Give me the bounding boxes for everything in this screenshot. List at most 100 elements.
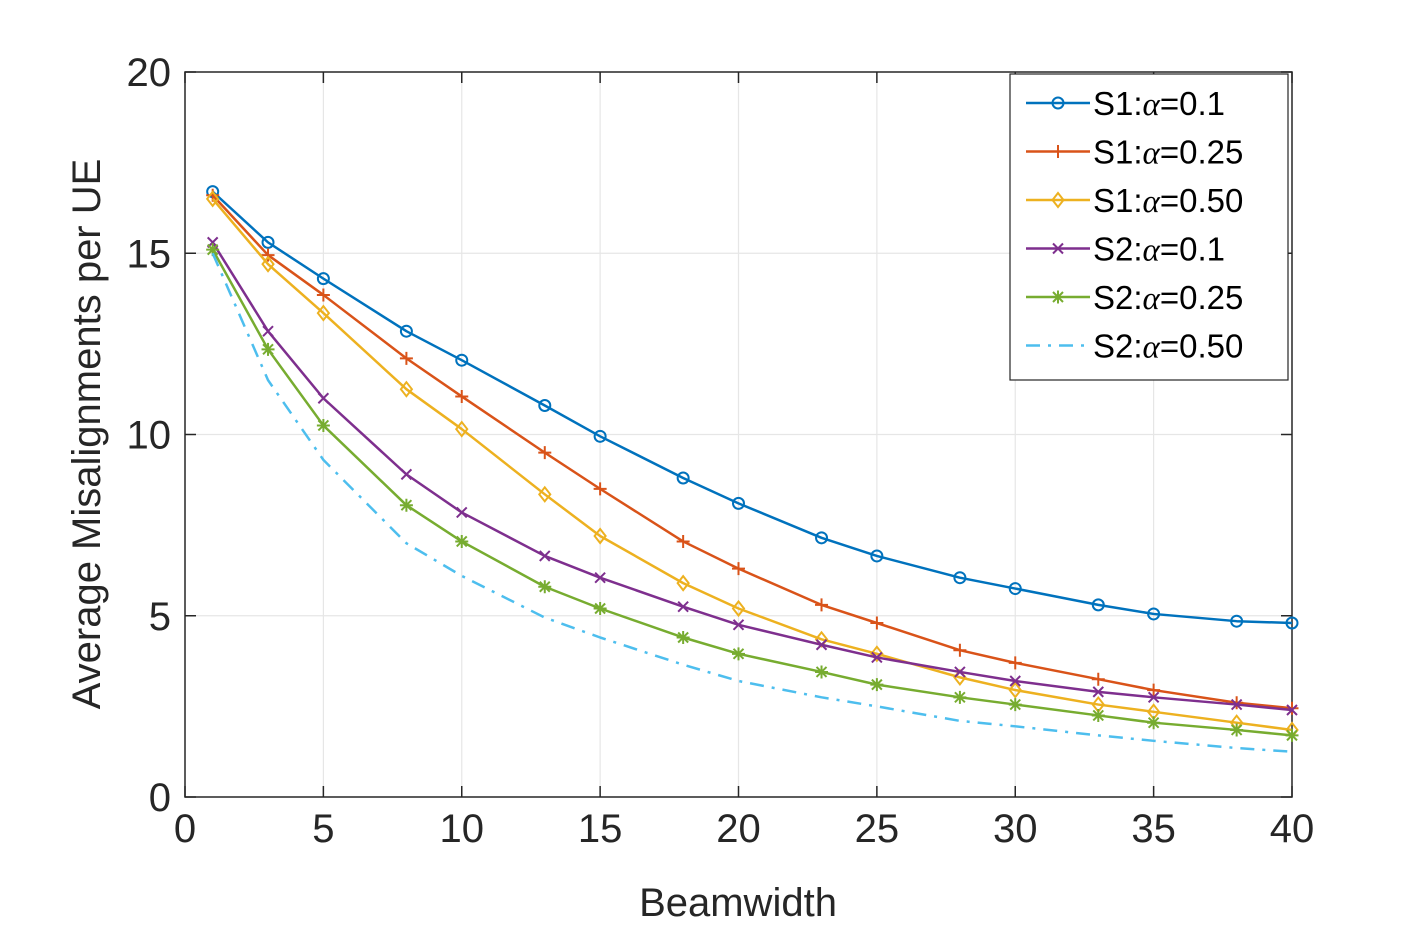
legend-label-suffix: =0.1 bbox=[1160, 85, 1225, 122]
data-point bbox=[1009, 675, 1021, 687]
data-point bbox=[731, 599, 746, 618]
series-2 bbox=[206, 188, 1299, 715]
series-4 bbox=[206, 236, 1298, 716]
legend-label-symbol: α bbox=[1143, 136, 1161, 172]
legend-item: S2:α=0.25 bbox=[1026, 279, 1243, 317]
data-point bbox=[1230, 698, 1243, 711]
data-point bbox=[538, 580, 552, 594]
data-point bbox=[1286, 704, 1298, 716]
data-point bbox=[732, 496, 745, 510]
data-point bbox=[1285, 616, 1299, 630]
legend-label-symbol: α bbox=[1143, 233, 1161, 269]
data-point bbox=[1008, 698, 1022, 712]
data-point bbox=[1008, 582, 1022, 596]
data-point bbox=[539, 550, 551, 562]
data-point bbox=[870, 645, 884, 663]
data-point bbox=[593, 602, 607, 615]
data-point bbox=[1147, 691, 1160, 704]
legend-label-suffix: =0.1 bbox=[1160, 231, 1225, 268]
legend-label-symbol: α bbox=[1143, 330, 1161, 366]
data-point bbox=[455, 534, 469, 548]
series-line bbox=[211, 190, 1293, 625]
series-6 bbox=[211, 252, 1293, 753]
data-point bbox=[594, 571, 606, 584]
data-point bbox=[676, 534, 690, 548]
data-point bbox=[1230, 723, 1244, 737]
legend-label-prefix: S1: bbox=[1093, 182, 1143, 219]
data-point bbox=[538, 485, 552, 503]
legend: S1:α=0.1S1:α=0.25S1:α=0.50S2:α=0.1S2:α=0… bbox=[1009, 73, 1289, 381]
data-point bbox=[316, 418, 330, 432]
data-point bbox=[261, 235, 275, 249]
legend-marker bbox=[1051, 145, 1065, 158]
data-point bbox=[1091, 708, 1105, 722]
x-tick-label: 20 bbox=[716, 807, 761, 851]
legend-label-prefix: S1: bbox=[1093, 85, 1143, 122]
legend-label: S2:α=0.25 bbox=[1093, 279, 1243, 317]
legend-box bbox=[1009, 73, 1289, 381]
data-point bbox=[1091, 598, 1105, 612]
data-point bbox=[317, 392, 330, 404]
tick-labels: 0 5 10 15 20 25 30 35 40 0 5 10 15 20 bbox=[127, 51, 1315, 851]
legend-item: S1:α=0.50 bbox=[1026, 182, 1243, 220]
data-point bbox=[1147, 683, 1161, 697]
data-point bbox=[538, 446, 552, 460]
legend-label-suffix: =0.25 bbox=[1160, 279, 1244, 316]
axis-ticks bbox=[184, 71, 1293, 798]
x-tick-label: 30 bbox=[993, 807, 1038, 851]
data-point bbox=[455, 353, 469, 367]
data-point bbox=[676, 471, 690, 485]
legend-label-symbol: α bbox=[1143, 87, 1161, 123]
data-point bbox=[732, 562, 745, 576]
legend-label: S2:α=0.50 bbox=[1093, 328, 1243, 366]
legend-item: S2:α=0.1 bbox=[1026, 231, 1225, 269]
series-group bbox=[205, 185, 1299, 753]
data-point bbox=[1285, 701, 1299, 715]
data-point bbox=[455, 389, 469, 403]
x-tick-label: 0 bbox=[174, 807, 196, 851]
data-point bbox=[538, 399, 552, 412]
legend-marker bbox=[1051, 191, 1065, 209]
series-3 bbox=[205, 190, 1299, 739]
x-tick-label: 35 bbox=[1131, 807, 1176, 851]
legend-label: S2:α=0.1 bbox=[1093, 231, 1225, 269]
data-point bbox=[400, 468, 413, 481]
data-point bbox=[454, 420, 469, 438]
series-line bbox=[211, 198, 1293, 732]
data-point bbox=[870, 678, 884, 692]
x-tick-label: 40 bbox=[1270, 807, 1315, 851]
data-point bbox=[732, 647, 745, 661]
data-point bbox=[593, 429, 607, 443]
x-axis-title: Beamwidth bbox=[639, 881, 837, 925]
data-point bbox=[399, 498, 413, 512]
data-point bbox=[815, 531, 829, 545]
y-tick-label: 0 bbox=[149, 776, 171, 820]
legend-label-prefix: S2: bbox=[1093, 279, 1143, 316]
data-point bbox=[205, 190, 220, 208]
data-point bbox=[1147, 607, 1161, 621]
data-point bbox=[399, 380, 414, 398]
legend-label-prefix: S2: bbox=[1093, 328, 1143, 365]
data-point bbox=[1092, 686, 1104, 698]
data-point bbox=[261, 248, 275, 262]
x-tick-label: 25 bbox=[855, 807, 900, 851]
data-point bbox=[1147, 716, 1161, 730]
series-5 bbox=[206, 243, 1299, 742]
data-point bbox=[814, 630, 829, 648]
y-axis-title: Average Misalignments per UE bbox=[65, 159, 109, 710]
legend-label-suffix: =0.50 bbox=[1160, 182, 1244, 219]
x-tick-label: 5 bbox=[312, 807, 334, 851]
data-point bbox=[262, 325, 274, 337]
data-point bbox=[261, 255, 275, 273]
data-point bbox=[593, 527, 607, 545]
legend-label-prefix: S1: bbox=[1093, 134, 1143, 171]
data-point bbox=[870, 616, 884, 630]
legend-label-suffix: =0.25 bbox=[1160, 134, 1244, 171]
data-point bbox=[676, 631, 690, 644]
data-point bbox=[399, 324, 413, 338]
legend-label-suffix: =0.50 bbox=[1160, 328, 1244, 365]
series-line bbox=[211, 252, 1293, 753]
series-1 bbox=[206, 185, 1299, 630]
data-point bbox=[815, 639, 828, 651]
